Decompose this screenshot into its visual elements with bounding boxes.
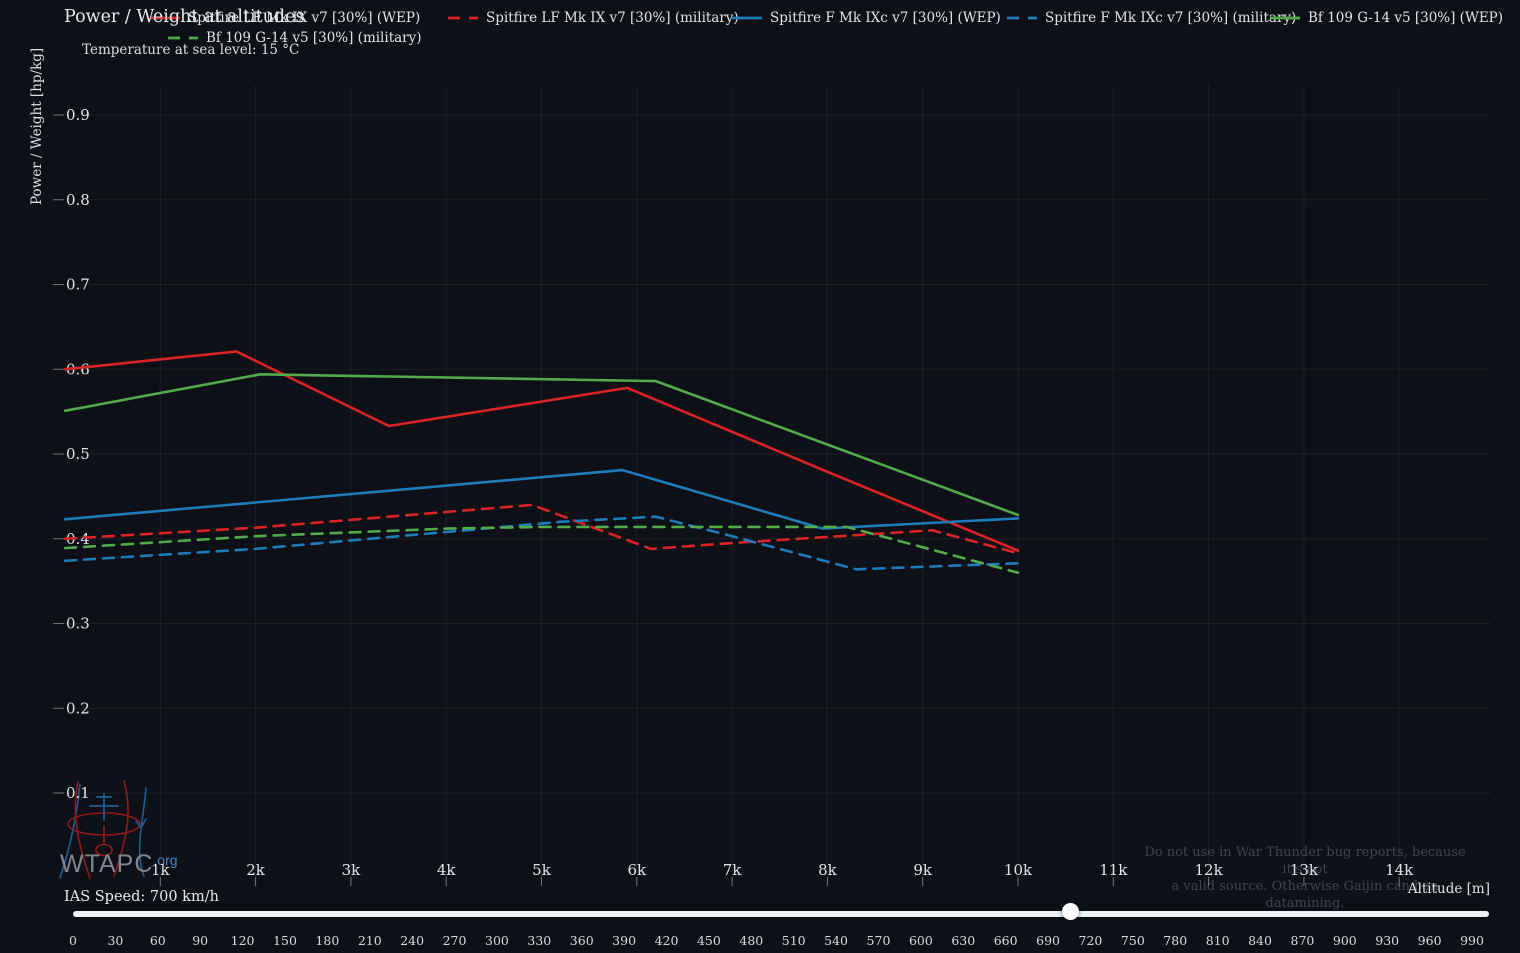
legend-item[interactable]: Spitfire LF Mk IX v7 [30%] (WEP) (150, 9, 420, 27)
slider-thumb[interactable] (1062, 903, 1080, 920)
x-tick-label: 10k (1004, 861, 1033, 879)
slider-track[interactable] (73, 911, 1489, 917)
x-tick-label: 1k (151, 861, 171, 879)
temperature-note: Temperature at sea level: 15 °C (82, 42, 300, 58)
x-tick-label: 11k (1099, 861, 1128, 879)
page-title: Power / Weight at altitudes (64, 7, 305, 27)
x-tick-label: 2k (246, 861, 266, 879)
y-tick-label: 0.3 (66, 615, 90, 633)
slider-tick-label: 630 (951, 933, 976, 948)
legend-marker (150, 16, 180, 20)
slider-tick-label: 540 (824, 933, 849, 948)
slider-tick-label: 420 (654, 933, 679, 948)
legend-item[interactable]: Bf 109 G-14 v5 [30%] (WEP) (1270, 9, 1503, 27)
series-line-4 (63, 372, 1020, 517)
y-tick-label: 0.4 (66, 530, 90, 548)
slider-tick-label: 450 (696, 933, 721, 948)
x-tick-label: 3k (342, 861, 362, 879)
y-tick-label: 0.7 (66, 276, 90, 294)
slider-tick-label: 510 (781, 933, 806, 948)
disclaimer-line-2: a valid source. Otherwise Gaijin can ban… (1171, 879, 1439, 911)
slider-tick-label: 180 (315, 933, 340, 948)
slider-tick-label: 60 (149, 933, 166, 948)
legend-item-label: Spitfire LF Mk IX v7 [30%] (military) (486, 10, 739, 26)
slider-tick-label: 270 (442, 933, 467, 948)
y-tick-label: 0.5 (66, 445, 90, 463)
legend-item-label: Bf 109 G-14 v5 [30%] (military) (206, 30, 422, 46)
slider-tick-label: 360 (569, 933, 594, 948)
x-tick-label: 8k (818, 861, 838, 879)
watermark-logo: WTAPC.org (52, 776, 178, 890)
series-line-2 (63, 468, 1020, 530)
legend-marker (732, 16, 762, 20)
slider-tick-label: 660 (993, 933, 1018, 948)
legend-item-label: Spitfire F Mk IXc v7 [30%] (military) (1045, 10, 1297, 26)
slider-tick-label: 930 (1375, 933, 1400, 948)
plane-logo-icon (59, 780, 147, 879)
slider-tick-label: 750 (1120, 933, 1145, 948)
x-tick-label: 13k (1290, 861, 1319, 879)
brand-suffix: .org (153, 852, 178, 868)
x-tick-label: 7k (723, 861, 743, 879)
legend-item[interactable]: Spitfire F Mk IXc v7 [30%] (WEP) (732, 9, 1001, 27)
brand: WTAPC.org (60, 850, 178, 879)
legend-item[interactable]: Bf 109 G-14 v5 [30%] (military) (168, 29, 422, 47)
slider-tick-label: 210 (357, 933, 382, 948)
legend-marker (1007, 16, 1037, 20)
slider-tick-label: 720 (1078, 933, 1103, 948)
slider-tick-label: 690 (1036, 933, 1060, 948)
y-tick-label: 0.2 (66, 699, 90, 717)
x-tick-label: 4k (437, 861, 457, 879)
y-axis-label: Power / Weight [hp/kg] (29, 47, 45, 205)
x-tick-label: 14k (1385, 861, 1414, 879)
slider-tick-label: 840 (1248, 933, 1272, 948)
slider-tick-label: 780 (1163, 933, 1188, 948)
slider-tick-label: 300 (485, 933, 509, 948)
disclaimer-text: Do not use in War Thunder bug reports, b… (1140, 844, 1470, 912)
x-tick-label: 9k (913, 861, 933, 879)
legend-item[interactable]: Spitfire F Mk IXc v7 [30%] (military) (1007, 9, 1296, 27)
slider-tick-label: 900 (1332, 933, 1357, 948)
x-tick-label: 12k (1195, 861, 1224, 879)
slider-tick-label: 480 (739, 933, 764, 948)
brand-name: WTAPC (60, 850, 154, 878)
slider-tick-label: 150 (273, 933, 297, 948)
y-tick-label: 0.9 (66, 106, 90, 124)
slider-tick-label: 240 (400, 933, 425, 948)
x-tick-label: 6k (627, 861, 647, 879)
y-tick-label: 0.1 (66, 784, 90, 802)
slider-tick-label: 870 (1290, 933, 1315, 948)
legend-item[interactable]: Spitfire LF Mk IX v7 [30%] (military) (448, 9, 739, 27)
y-tick-label: 0.8 (66, 191, 90, 209)
slider-tick-label: 0 (69, 933, 77, 948)
series-line-3 (63, 515, 1020, 571)
legend-marker (448, 16, 478, 20)
series-line-5 (63, 525, 1020, 575)
legend-marker (168, 36, 198, 40)
disclaimer-line-1: Do not use in War Thunder bug reports, b… (1144, 845, 1466, 877)
slider-tick-label: 600 (908, 933, 933, 948)
legend-item-label: Spitfire F Mk IXc v7 [30%] (WEP) (770, 10, 1001, 26)
legend-item-label: Bf 109 G-14 v5 [30%] (WEP) (1308, 10, 1504, 26)
slider-tick-label: 960 (1417, 933, 1442, 948)
slider-tick-label: 30 (107, 933, 124, 948)
legend-item-label: Spitfire LF Mk IX v7 [30%] (WEP) (188, 10, 421, 26)
slider-tick-label: 90 (192, 933, 209, 948)
x-axis-label: Altitude [m] (1407, 881, 1490, 897)
x-tick-label: 5k (532, 861, 552, 879)
slider-tick-label: 810 (1205, 933, 1230, 948)
slider-tick-label: 120 (230, 933, 255, 948)
series-line-1 (63, 503, 1020, 555)
slider-tick-label: 390 (612, 933, 637, 948)
ias-speed-slider[interactable] (0, 900, 1520, 930)
slider-tick-label: 330 (527, 933, 552, 948)
slider-tick-label: 570 (866, 933, 891, 948)
legend-marker (1270, 16, 1300, 20)
ias-speed-label: IAS Speed: 700 km/h (64, 889, 219, 905)
series-line-0 (63, 350, 1020, 552)
slider-tick-label: 990 (1460, 933, 1484, 948)
